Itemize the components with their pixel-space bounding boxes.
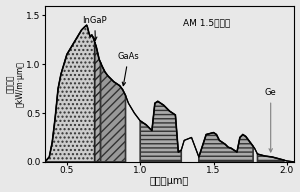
- Text: GaAs: GaAs: [118, 52, 139, 86]
- Text: AM 1.5天空光: AM 1.5天空光: [183, 19, 230, 28]
- Polygon shape: [100, 63, 125, 162]
- Text: Ge: Ge: [265, 89, 277, 152]
- Polygon shape: [257, 154, 284, 162]
- Polygon shape: [199, 133, 253, 162]
- Text: InGaP: InGaP: [82, 16, 107, 40]
- Y-axis label: 放射照度
（kW/m·μm）: 放射照度 （kW/m·μm）: [6, 61, 25, 107]
- Polygon shape: [140, 101, 181, 162]
- X-axis label: 波長（μm）: 波長（μm）: [150, 176, 189, 186]
- Polygon shape: [95, 42, 100, 162]
- Polygon shape: [45, 25, 95, 162]
